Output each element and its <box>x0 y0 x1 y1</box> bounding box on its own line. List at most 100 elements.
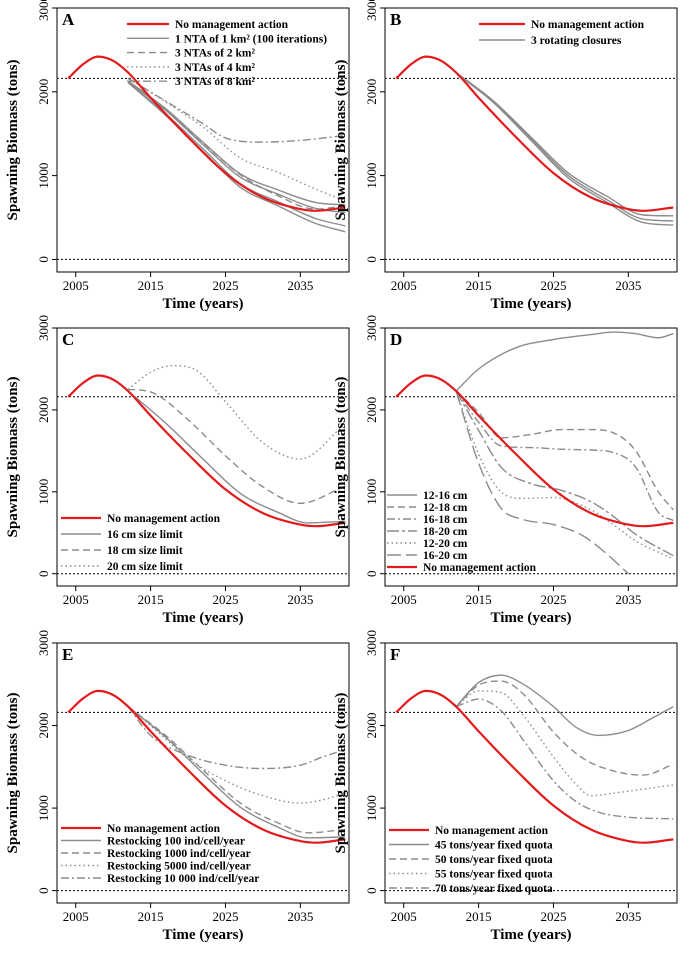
y-tick-label: 3000 <box>364 0 379 21</box>
series-line-12-16-cm <box>455 331 674 392</box>
y-tick-label: 2000 <box>364 79 379 105</box>
y-tick-label: 1000 <box>36 163 51 189</box>
series-group <box>67 689 346 844</box>
legend-label: 3 NTAs of 2 km² <box>175 48 255 60</box>
legend-label: 50 tons/year fixed quota <box>435 854 553 866</box>
y-tick-label: 0 <box>36 887 51 894</box>
panel-letter: D <box>390 330 402 349</box>
legend-label: No management action <box>107 513 221 525</box>
x-tick-label: 2035 <box>615 592 641 607</box>
legend-label: No management action <box>531 19 645 31</box>
x-tick-label: 2015 <box>466 592 492 607</box>
x-tick-label: 2025 <box>212 278 238 293</box>
x-tick-label: 2015 <box>466 278 492 293</box>
x-tick-label: 2005 <box>63 592 89 607</box>
legend-label: 70 tons/year fixed quota <box>435 883 553 895</box>
panel-letter: C <box>62 330 74 349</box>
legend-label: 16-20 cm <box>423 550 468 562</box>
series-line-3-ntas-of-2-km <box>127 80 346 210</box>
y-tick-label: 2000 <box>36 79 51 105</box>
x-tick-label: 2015 <box>138 909 164 924</box>
series-group <box>395 55 674 226</box>
x-tick-label: 2035 <box>287 278 313 293</box>
y-tick-label: 1000 <box>36 479 51 505</box>
legend-label: No management action <box>175 19 289 31</box>
series-line-no-management-action <box>67 55 346 212</box>
x-tick-label: 2035 <box>287 592 313 607</box>
x-tick-label: 2025 <box>540 592 566 607</box>
legend-label: 3 NTAs of 8 km² <box>175 76 255 88</box>
series-line-16-18-cm <box>455 390 674 522</box>
series-line-iteration-low-mid <box>127 81 346 227</box>
panel-e: 0 1000 2000 3000 2005 2015 2025 2035 Time (years… <box>5 630 350 943</box>
series-line-no-management-action <box>67 689 346 844</box>
y-tick-label: 0 <box>36 256 51 263</box>
series-group <box>395 331 674 575</box>
y-tick-label: 0 <box>364 256 379 263</box>
y-axis-title: Spawning Biomass (tons) <box>333 60 349 221</box>
x-tick-label: 2005 <box>391 592 417 607</box>
x-tick-label: 2025 <box>540 278 566 293</box>
x-axis-title: Time (years) <box>163 296 244 312</box>
series-line-iteration-envelope-upper <box>127 80 346 206</box>
legend-label: Restocking 5000 ind/cell/year <box>107 861 251 873</box>
legend-label: Restocking 10 000 ind/cell/year <box>107 873 259 885</box>
legend-label: 12-18 cm <box>423 502 468 514</box>
plot-frame <box>56 327 350 587</box>
legend: No management action 16 cm size limit 18 c… <box>61 513 221 573</box>
panel-letter: A <box>62 10 75 29</box>
legend-label: 3 NTAs of 4 km² <box>175 62 255 74</box>
y-tick-label: 2000 <box>364 713 379 739</box>
plot-frame <box>384 7 678 273</box>
legend-label: 16 cm size limit <box>107 529 183 541</box>
legend: No management action 45 tons/year fixed q… <box>389 825 553 895</box>
x-tick-label: 2005 <box>63 278 89 293</box>
plot-frame <box>56 7 350 273</box>
series-line-restocking-10-000-ind-cell-year <box>127 706 346 770</box>
series-line-no-management-action <box>395 689 674 844</box>
y-tick-label: 3000 <box>36 630 51 656</box>
y-tick-label: 1000 <box>364 795 379 821</box>
legend-label: 18-20 cm <box>423 526 468 538</box>
legend-label: Restocking 1000 ind/cell/year <box>107 848 251 860</box>
plot-frame <box>56 642 350 904</box>
y-tick-label: 3000 <box>36 315 51 341</box>
series-line-no-management-action <box>395 55 674 212</box>
x-tick-label: 2015 <box>138 278 164 293</box>
x-axis-title: Time (years) <box>491 610 572 626</box>
x-tick-label: 2035 <box>615 278 641 293</box>
legend-label: 20 cm size limit <box>107 561 183 573</box>
panel-d: 0 1000 2000 3000 2005 2015 2025 2035 Time (years… <box>333 315 678 626</box>
legend-label: 12-20 cm <box>423 538 468 550</box>
panel-f: 0 1000 2000 3000 2005 2015 2025 2035 Time (years… <box>333 630 678 943</box>
panel-c: 0 1000 2000 3000 2005 2015 2025 2035 Time (years… <box>5 315 350 626</box>
series-group <box>395 674 674 844</box>
x-axis-title: Time (years) <box>491 296 572 312</box>
y-axis-title: Spawning Biomass (tons) <box>333 693 349 854</box>
x-tick-label: 2015 <box>138 592 164 607</box>
legend-label: 55 tons/year fixed quota <box>435 869 553 881</box>
series-line-18-20-cm <box>455 390 674 557</box>
series-line-70-tons-year-fixed-quota <box>455 698 674 820</box>
series-line-3-ntas-of-8-km <box>127 77 346 143</box>
series-line-no-management-action <box>395 374 674 528</box>
y-tick-label: 1000 <box>364 479 379 505</box>
x-tick-label: 2015 <box>466 909 492 924</box>
x-tick-label: 2035 <box>287 909 313 924</box>
x-tick-label: 2025 <box>212 592 238 607</box>
series-group <box>67 55 346 233</box>
y-axis-title: Spawning Biomass (tons) <box>5 60 21 221</box>
x-tick-label: 2005 <box>63 909 89 924</box>
panel-a: 0 1000 2000 3000 2005 2015 2025 2035 Time (years… <box>5 0 350 312</box>
legend-label: 3 rotating closures <box>531 35 622 47</box>
y-tick-label: 3000 <box>36 0 51 21</box>
series-line-55-tons-year-fixed-quota <box>455 690 674 797</box>
x-tick-label: 2035 <box>615 909 641 924</box>
panel-b: 0 1000 2000 3000 2005 2015 2025 2035 Time (years… <box>333 0 678 312</box>
series-line-3-rotating-closures-mid <box>455 72 674 222</box>
legend-label: 45 tons/year fixed quota <box>435 840 553 852</box>
y-tick-label: 2000 <box>364 397 379 423</box>
